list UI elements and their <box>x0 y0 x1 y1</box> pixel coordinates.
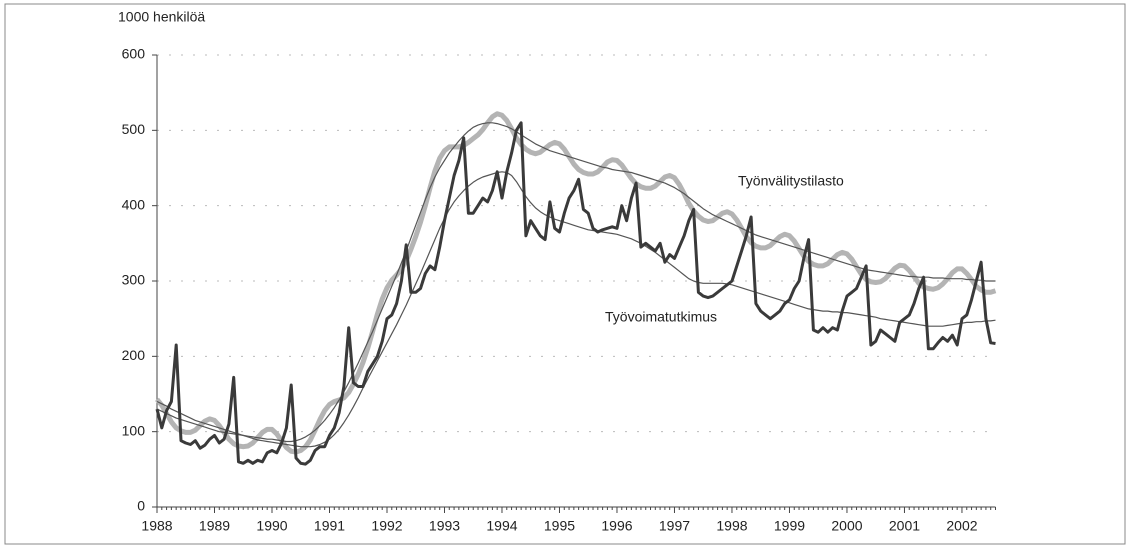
x-tick-label: 1993 <box>429 518 460 534</box>
x-tick-label: 1998 <box>716 518 747 534</box>
y-tick-label: 0 <box>137 498 145 514</box>
y-tick-label: 100 <box>122 422 146 438</box>
x-tick-label: 1990 <box>256 518 287 534</box>
series-line <box>155 121 996 466</box>
x-tick-label: 1995 <box>544 518 575 534</box>
y-axis-label: 1000 henkilöä <box>118 9 205 25</box>
x-tick-label: 2001 <box>889 518 920 534</box>
y-tick-label: 600 <box>122 46 146 62</box>
x-tick-label: 1994 <box>486 518 517 534</box>
x-tick-label: 2002 <box>946 518 977 534</box>
series-line <box>156 171 996 448</box>
x-tick-label: 1989 <box>199 518 230 534</box>
series-line <box>156 122 996 443</box>
y-tick-label: 500 <box>122 121 146 137</box>
series-line <box>155 111 997 455</box>
x-tick-label: 2000 <box>831 518 862 534</box>
x-tick-label: 1988 <box>141 518 172 534</box>
series-label: Työnvälitystilasto <box>738 173 844 189</box>
y-tick-label: 400 <box>122 196 146 212</box>
x-tick-label: 1999 <box>774 518 805 534</box>
frame <box>4 3 1126 545</box>
y-tick-label: 300 <box>122 272 146 288</box>
x-tick-label: 1991 <box>314 518 345 534</box>
x-tick-label: 1997 <box>659 518 690 534</box>
x-tick-label: 1996 <box>601 518 632 534</box>
y-tick-label: 200 <box>122 347 146 363</box>
x-tick-label: 1992 <box>371 518 402 534</box>
series-label: Työvoimatutkimus <box>605 309 717 325</box>
